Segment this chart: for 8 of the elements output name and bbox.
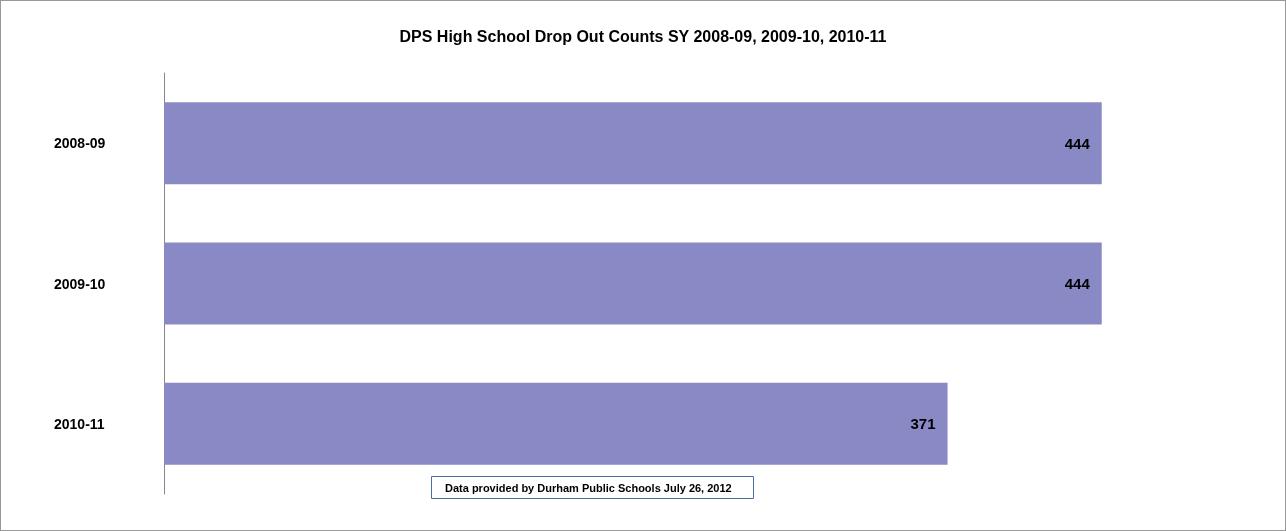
annotation: Data provided by Durham Public Schools July 26, 2012 xyxy=(445,481,732,494)
y-tick-label: 2008-09 xyxy=(54,135,106,152)
y-tick-label: 2010-11 xyxy=(54,415,105,432)
data-label: 444 xyxy=(1064,275,1091,292)
y-tick-label: 2009-10 xyxy=(54,275,106,292)
chart-title: DPS High School Drop Out Counts SY 2008-09, 2009-10, 2010-11 xyxy=(399,27,887,45)
data-label: 444 xyxy=(1064,134,1091,152)
data-label: 371 xyxy=(910,415,936,433)
